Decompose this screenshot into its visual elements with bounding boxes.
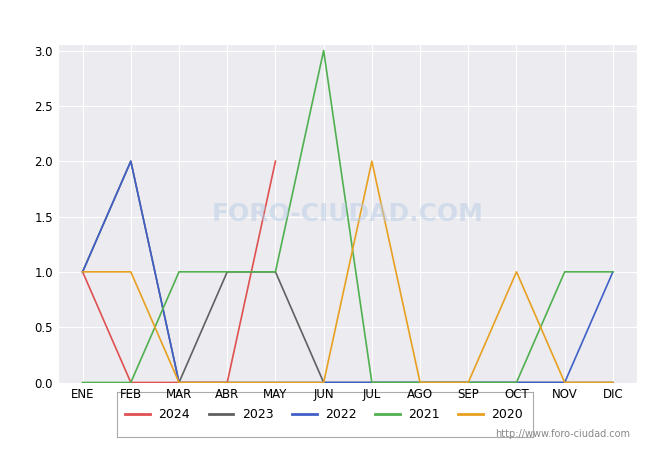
Text: FORO-CIUDAD.COM: FORO-CIUDAD.COM [212, 202, 484, 226]
Text: Matriculaciones de Vehiculos en Olmos de Esgueva: Matriculaciones de Vehiculos en Olmos de… [119, 13, 531, 28]
Text: 2023: 2023 [242, 408, 274, 420]
Text: http://www.foro-ciudad.com: http://www.foro-ciudad.com [495, 429, 630, 439]
Text: 2021: 2021 [408, 408, 440, 420]
Text: 2020: 2020 [491, 408, 523, 420]
Text: 2024: 2024 [159, 408, 190, 420]
Text: 2022: 2022 [325, 408, 357, 420]
